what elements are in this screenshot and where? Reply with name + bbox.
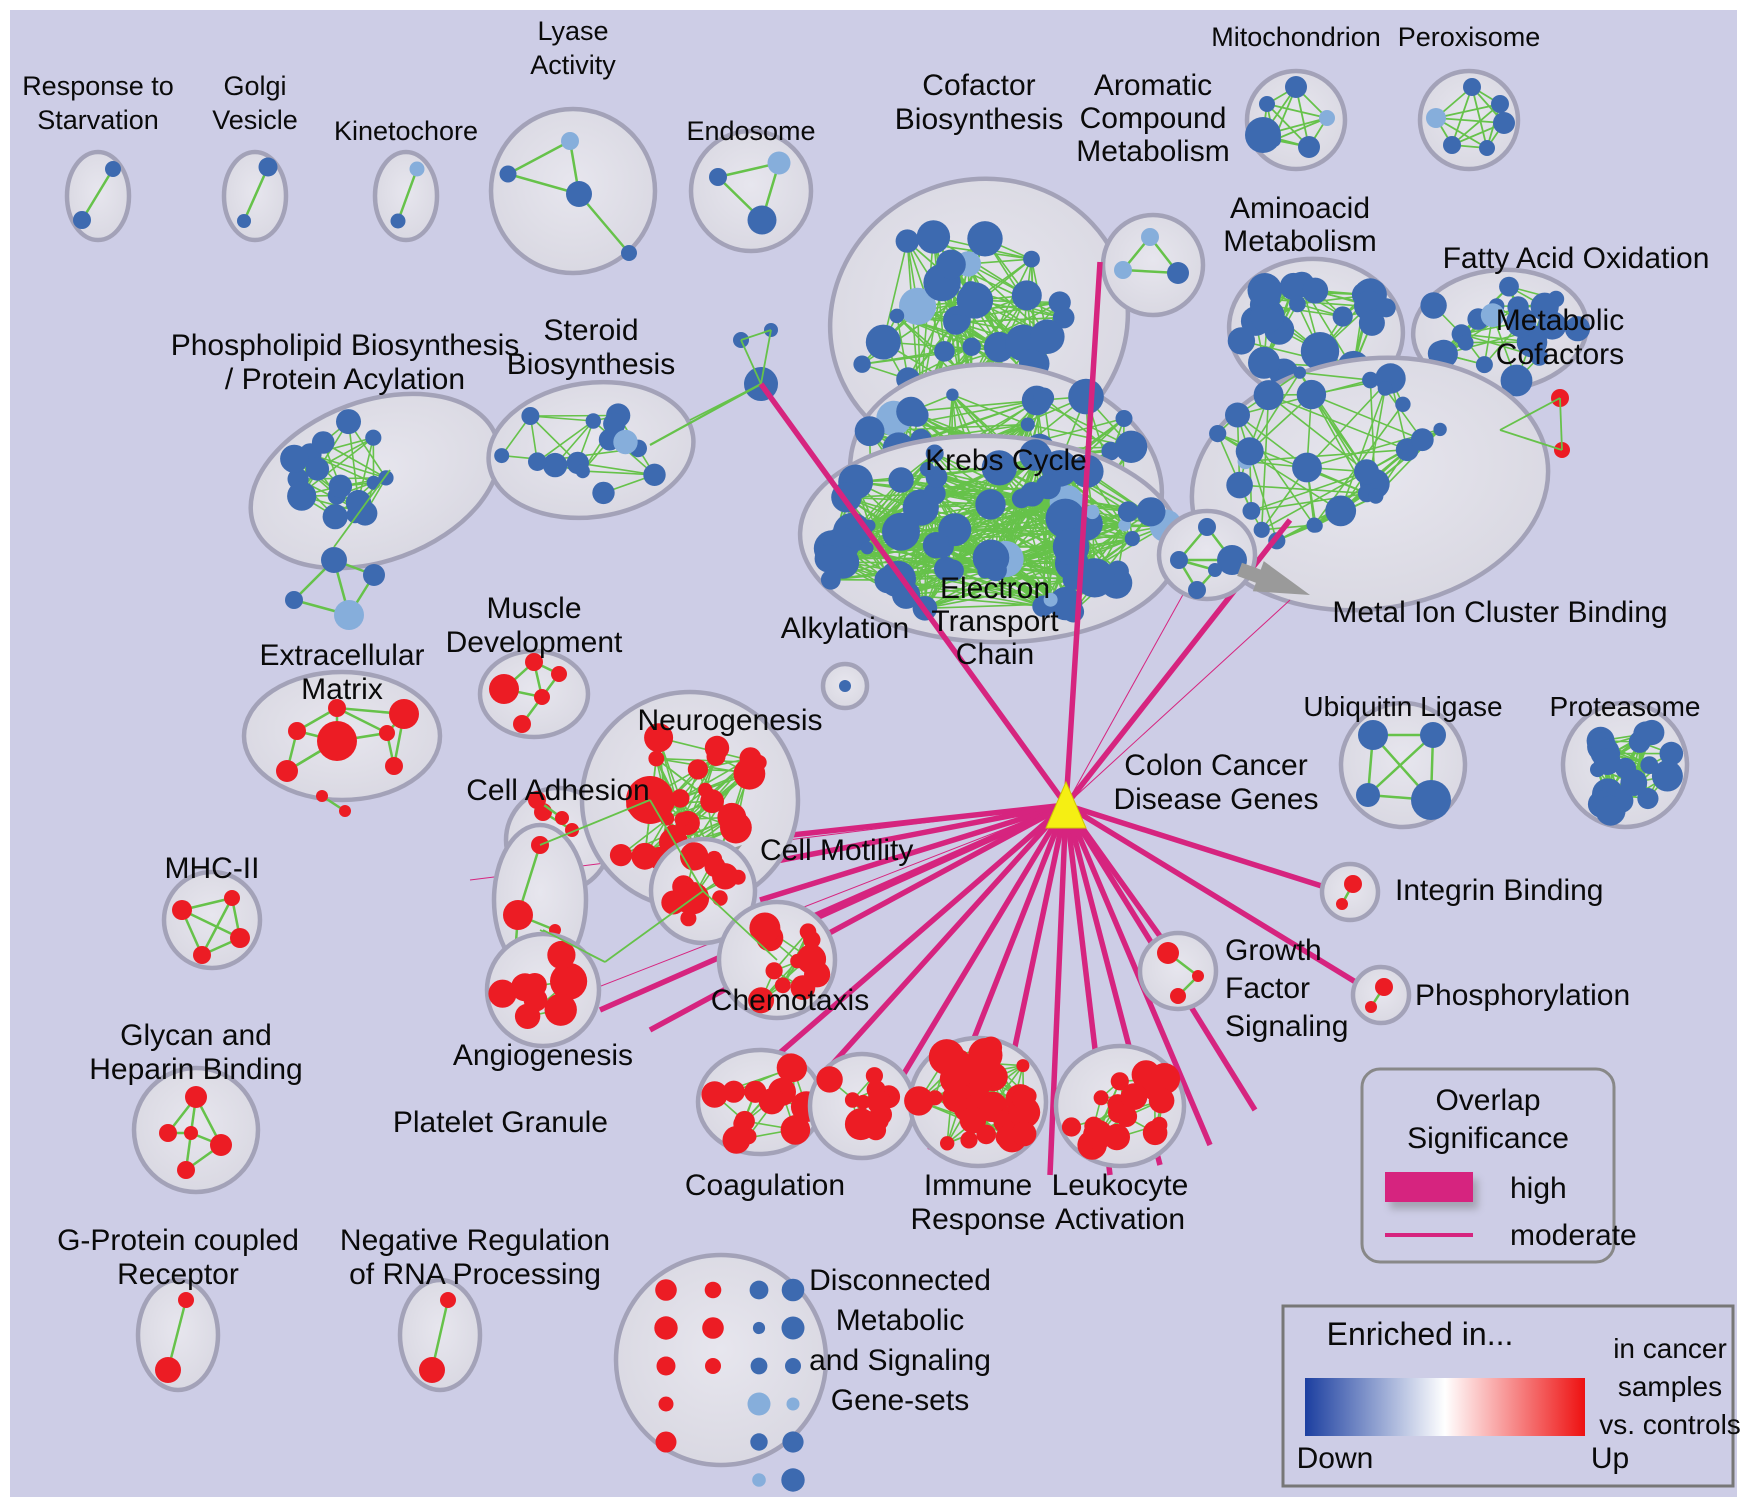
svg-text:samples: samples: [1618, 1371, 1722, 1402]
svg-text:Cofactor: Cofactor: [922, 69, 1035, 102]
svg-text:Response: Response: [910, 1203, 1045, 1236]
svg-text:Alkylation: Alkylation: [781, 612, 909, 645]
svg-text:in cancer: in cancer: [1613, 1333, 1727, 1364]
svg-text:Kinetochore: Kinetochore: [334, 116, 478, 146]
svg-text:Compound: Compound: [1080, 102, 1227, 135]
svg-text:Metabolism: Metabolism: [1223, 225, 1376, 258]
svg-text:Glycan and: Glycan and: [120, 1019, 272, 1052]
svg-text:Metabolic: Metabolic: [836, 1304, 964, 1337]
svg-text:Metabolism: Metabolism: [1076, 135, 1229, 168]
svg-text:Vesicle: Vesicle: [212, 105, 298, 135]
svg-text:Factor: Factor: [1225, 972, 1310, 1005]
svg-text:Biosynthesis: Biosynthesis: [507, 348, 675, 381]
svg-text:Chemotaxis: Chemotaxis: [711, 984, 869, 1017]
svg-text:Phospholipid Biosynthesis: Phospholipid Biosynthesis: [171, 329, 520, 362]
svg-text:Heparin Binding: Heparin Binding: [89, 1053, 302, 1086]
svg-text:Chain: Chain: [956, 638, 1034, 671]
svg-text:Transport: Transport: [931, 605, 1059, 638]
svg-text:Platelet Granule: Platelet Granule: [393, 1106, 608, 1139]
svg-text:Neurogenesis: Neurogenesis: [637, 704, 822, 737]
svg-text:Enriched in...: Enriched in...: [1327, 1316, 1514, 1352]
svg-text:Coagulation: Coagulation: [685, 1169, 845, 1202]
svg-text:Disease Genes: Disease Genes: [1113, 783, 1318, 816]
svg-text:Negative Regulation: Negative Regulation: [340, 1224, 610, 1257]
svg-text:Starvation: Starvation: [37, 105, 159, 135]
svg-text:Significance: Significance: [1407, 1122, 1569, 1155]
svg-text:Electron: Electron: [940, 572, 1050, 605]
svg-text:Signaling: Signaling: [1225, 1010, 1348, 1043]
svg-text:/ Protein Acylation: / Protein Acylation: [225, 363, 465, 396]
svg-text:vs. controls: vs. controls: [1599, 1409, 1741, 1440]
svg-text:Krebs Cycle: Krebs Cycle: [925, 444, 1087, 477]
svg-text:Biosynthesis: Biosynthesis: [895, 103, 1063, 136]
svg-text:Phosphorylation: Phosphorylation: [1415, 979, 1630, 1012]
svg-text:Leukocyte: Leukocyte: [1052, 1169, 1189, 1202]
svg-text:Up: Up: [1591, 1442, 1629, 1475]
svg-text:Cell Motility: Cell Motility: [760, 834, 913, 867]
svg-text:Growth: Growth: [1225, 934, 1322, 967]
svg-text:Angiogenesis: Angiogenesis: [453, 1039, 633, 1072]
svg-text:Golgi: Golgi: [223, 71, 286, 101]
svg-text:Metal Ion Cluster Binding: Metal Ion Cluster Binding: [1332, 596, 1667, 629]
svg-text:Endosome: Endosome: [686, 116, 815, 146]
svg-text:Overlap: Overlap: [1435, 1084, 1540, 1117]
svg-text:moderate: moderate: [1510, 1219, 1637, 1252]
svg-text:Disconnected: Disconnected: [809, 1264, 991, 1297]
svg-text:Lyase: Lyase: [537, 16, 608, 46]
svg-text:Mitochondrion: Mitochondrion: [1211, 22, 1381, 52]
svg-text:Extracellular: Extracellular: [259, 639, 424, 672]
svg-text:Peroxisome: Peroxisome: [1398, 22, 1541, 52]
svg-text:Down: Down: [1297, 1442, 1374, 1475]
svg-text:Matrix: Matrix: [301, 673, 383, 706]
svg-text:and Signaling: and Signaling: [809, 1344, 991, 1377]
svg-text:Gene-sets: Gene-sets: [831, 1384, 969, 1417]
svg-text:of RNA Processing: of RNA Processing: [349, 1258, 601, 1291]
svg-text:Activity: Activity: [530, 50, 616, 80]
svg-text:Ubiquitin Ligase: Ubiquitin Ligase: [1303, 691, 1502, 722]
svg-text:Proteasome: Proteasome: [1550, 691, 1701, 722]
svg-text:Aminoacid: Aminoacid: [1230, 192, 1370, 225]
svg-text:MHC-II: MHC-II: [165, 852, 260, 885]
svg-text:Development: Development: [446, 626, 623, 659]
svg-text:high: high: [1510, 1172, 1567, 1205]
svg-text:Metabolic: Metabolic: [1496, 304, 1624, 337]
svg-text:Fatty Acid Oxidation: Fatty Acid Oxidation: [1443, 242, 1710, 275]
svg-text:Receptor: Receptor: [117, 1258, 239, 1291]
svg-text:Response to: Response to: [22, 71, 174, 101]
svg-text:Cell Adhesion: Cell Adhesion: [466, 774, 649, 807]
svg-text:Integrin Binding: Integrin Binding: [1395, 874, 1603, 907]
svg-text:Colon Cancer: Colon Cancer: [1124, 749, 1307, 782]
svg-text:Aromatic: Aromatic: [1094, 69, 1212, 102]
svg-text:Activation: Activation: [1055, 1203, 1185, 1236]
svg-text:Immune: Immune: [924, 1169, 1032, 1202]
svg-text:Cofactors: Cofactors: [1496, 338, 1624, 371]
svg-text:Steroid: Steroid: [543, 314, 638, 347]
svg-text:G-Protein coupled: G-Protein coupled: [57, 1224, 299, 1257]
svg-text:Muscle: Muscle: [486, 592, 581, 625]
